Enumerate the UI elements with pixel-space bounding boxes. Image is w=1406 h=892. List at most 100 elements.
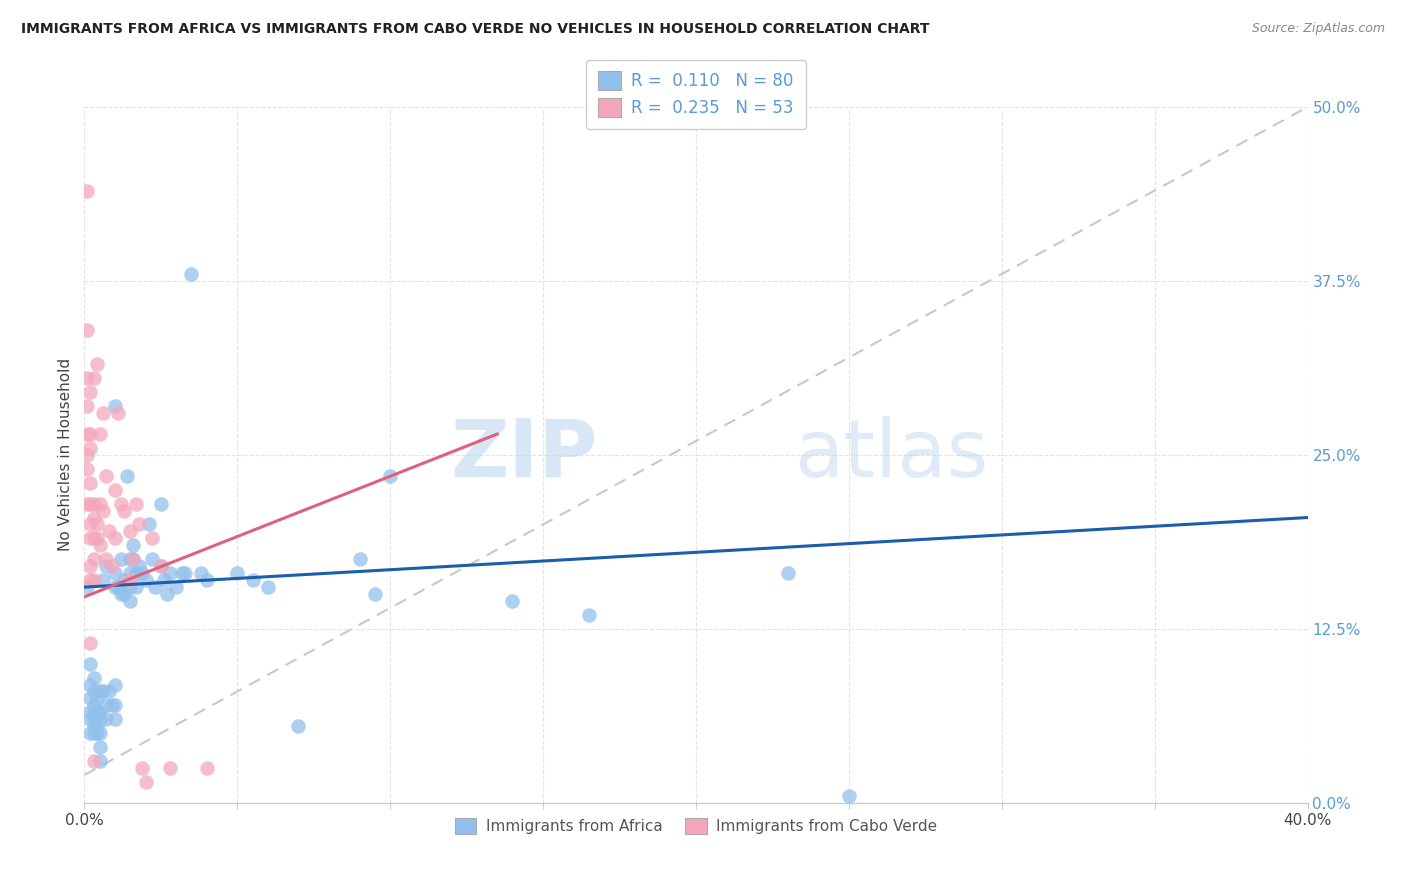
Point (76, 184, 98, 198)
Point (364, 587, 387, 601)
Point (131, 761, 153, 775)
Point (83, 532, 105, 546)
Point (153, 573, 176, 587)
Point (86, 706, 108, 720)
Point (89, 684, 111, 698)
Point (79, 706, 101, 720)
Point (97, 524, 120, 539)
Point (104, 483, 127, 497)
Point (79, 726, 101, 740)
Point (165, 580, 187, 594)
Point (125, 566, 148, 581)
Text: atlas: atlas (794, 416, 988, 494)
Point (120, 524, 142, 539)
Point (115, 468, 138, 483)
Point (91, 503, 114, 517)
Point (83, 712, 105, 726)
Point (94, 559, 117, 574)
Point (79, 517, 101, 532)
Point (89, 706, 111, 720)
Point (83, 726, 105, 740)
Point (174, 566, 197, 581)
Point (89, 427, 111, 442)
Point (79, 441, 101, 455)
Point (79, 385, 101, 400)
Point (79, 475, 101, 490)
Point (190, 566, 212, 581)
Point (83, 552, 105, 566)
Point (83, 371, 105, 385)
Point (143, 580, 166, 594)
Point (76, 371, 98, 385)
Point (107, 406, 129, 420)
Point (86, 517, 108, 532)
Point (112, 503, 135, 517)
Point (97, 684, 120, 698)
Point (195, 761, 218, 775)
Point (120, 580, 142, 594)
Point (89, 740, 111, 755)
Point (94, 468, 117, 483)
Point (86, 532, 108, 546)
Point (89, 712, 111, 726)
Point (76, 462, 98, 476)
Point (76, 323, 98, 337)
Point (104, 566, 127, 581)
Point (76, 399, 98, 413)
Point (122, 552, 145, 566)
Point (242, 573, 264, 587)
Point (83, 497, 105, 511)
Legend: Immigrants from Africa, Immigrants from Cabo Verde: Immigrants from Africa, Immigrants from … (449, 812, 943, 840)
Point (125, 497, 148, 511)
Point (131, 566, 153, 581)
Point (112, 587, 135, 601)
Point (120, 552, 142, 566)
Point (138, 517, 160, 532)
Point (128, 559, 150, 574)
Point (107, 580, 129, 594)
Point (79, 712, 101, 726)
Point (149, 559, 172, 574)
Point (83, 684, 105, 698)
Point (135, 573, 157, 587)
Point (226, 566, 249, 581)
Point (76, 580, 98, 594)
Point (578, 607, 600, 622)
Point (83, 510, 105, 524)
Point (89, 497, 111, 511)
Point (79, 559, 101, 574)
Point (110, 497, 132, 511)
Point (76, 448, 98, 462)
Point (112, 573, 135, 587)
Point (91, 573, 114, 587)
Point (180, 267, 202, 281)
Point (104, 399, 127, 413)
Point (83, 671, 105, 685)
Point (120, 566, 142, 581)
Point (120, 594, 142, 608)
Point (79, 691, 101, 706)
Point (79, 427, 101, 442)
Point (89, 538, 111, 552)
Point (838, 789, 860, 803)
Point (110, 552, 132, 566)
Point (135, 775, 157, 789)
Point (91, 684, 114, 698)
Point (83, 706, 105, 720)
Point (86, 358, 108, 372)
Point (122, 538, 145, 552)
Text: IMMIGRANTS FROM AFRICA VS IMMIGRANTS FROM CABO VERDE NO VEHICLES IN HOUSEHOLD CO: IMMIGRANTS FROM AFRICA VS IMMIGRANTS FRO… (21, 22, 929, 37)
Point (83, 573, 105, 587)
Point (125, 580, 148, 594)
Point (104, 698, 127, 713)
Text: Source: ZipAtlas.com: Source: ZipAtlas.com (1251, 22, 1385, 36)
Point (94, 552, 117, 566)
Point (86, 691, 108, 706)
Point (502, 594, 524, 608)
Point (776, 566, 799, 581)
Point (79, 573, 101, 587)
Point (86, 719, 108, 733)
Point (141, 552, 163, 566)
Point (149, 559, 172, 574)
Point (141, 532, 163, 546)
